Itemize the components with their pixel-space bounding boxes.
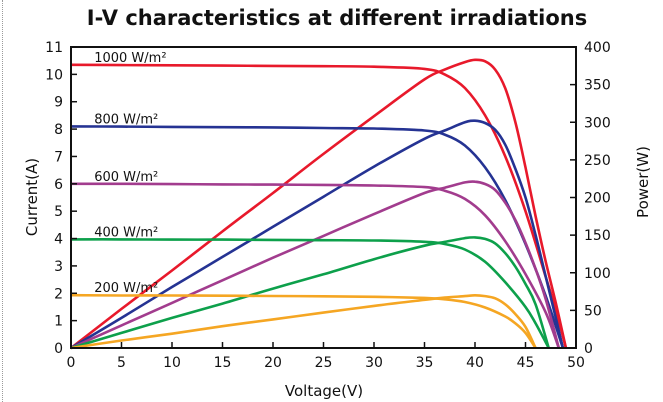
y-tick-label: 7 (54, 149, 63, 165)
y-tick-label: 11 (45, 40, 63, 56)
y-tick-label: 6 (54, 177, 63, 193)
x-tick-label: 45 (517, 355, 535, 371)
y2-tick-label: 0 (584, 341, 593, 357)
y-tick-label: 2 (54, 286, 63, 302)
current-curve-400 (70, 238, 550, 349)
series-group (70, 58, 568, 350)
y-tick-label: 10 (45, 67, 63, 83)
x-tick-label: 5 (117, 355, 126, 371)
y-axis-left: 0 1 2 3 4 5 6 7 8 9 10 11 (45, 40, 77, 357)
y2-axis-title: Power(W) (634, 146, 652, 218)
irradiance-label: 800 W/m² (94, 112, 158, 127)
x-tick-label: 15 (214, 355, 232, 371)
x-axis-title: Voltage(V) (285, 382, 363, 400)
page-edge-divider (2, 0, 3, 402)
irradiance-label: 1000 W/m² (94, 51, 166, 66)
x-tick-label: 0 (67, 355, 76, 371)
current-curve-1000 (70, 63, 568, 349)
x-tick-label: 40 (466, 355, 484, 371)
x-tick-label: 25 (315, 355, 333, 371)
x-tick-label: 10 (163, 355, 181, 371)
y2-tick-label: 350 (584, 78, 611, 94)
y2-tick-label: 150 (584, 228, 611, 244)
y2-tick-label: 400 (584, 40, 611, 56)
power-curve-600 (70, 180, 561, 350)
chart-title: I-V characteristics at different irradia… (87, 6, 587, 30)
y-tick-label: 5 (54, 204, 63, 220)
y-axis-title: Current(A) (23, 158, 41, 236)
y-tick-label: 3 (54, 259, 63, 275)
x-tick-label: 35 (416, 355, 434, 371)
y-tick-label: 0 (54, 341, 63, 357)
irradiance-label: 600 W/m² (94, 170, 158, 185)
x-tick-label: 20 (264, 355, 282, 371)
x-tick-label: 30 (365, 355, 383, 371)
power-curve-1000 (70, 58, 568, 350)
y-axis-right: 0 50 100 150 200 250 300 350 400 (570, 40, 611, 357)
current-curve-200 (70, 293, 537, 349)
y-tick-label: 4 (54, 232, 63, 248)
irradiance-label: 200 W/m² (94, 281, 158, 296)
irradiance-label: 400 W/m² (94, 225, 158, 240)
x-axis: 0 5 10 15 20 25 30 35 40 45 50 (67, 342, 585, 371)
x-tick-label: 50 (567, 355, 585, 371)
y-tick-label: 9 (54, 95, 63, 111)
power-curve-400 (70, 236, 550, 350)
y2-tick-label: 100 (584, 266, 611, 282)
y2-tick-label: 300 (584, 115, 611, 131)
power-curve-200 (70, 294, 537, 350)
y2-tick-label: 250 (584, 153, 611, 169)
current-curve-600 (71, 182, 561, 349)
power-curve-800 (70, 119, 565, 350)
y-tick-label: 8 (54, 122, 63, 138)
y-tick-label: 1 (54, 314, 63, 330)
y2-tick-label: 200 (584, 191, 611, 207)
y2-tick-label: 50 (584, 303, 602, 319)
irradiance-labels: 1000 W/m² 800 W/m² 600 W/m² 400 W/m² 200 W/m… (94, 51, 166, 296)
